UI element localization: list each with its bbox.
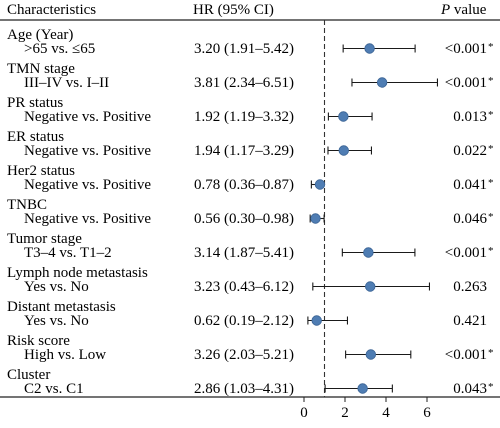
significance-star: * — [488, 143, 494, 155]
header-p-value: P value — [440, 2, 487, 18]
row-group-label: Risk score — [7, 333, 70, 349]
row-hr-ci: 0.62 (0.19–2.12) — [194, 313, 294, 329]
significance-star: * — [488, 177, 494, 189]
table-rows: Age (Year)>65 vs. ≤65 3.20 (1.91–5.42) <0.… — [7, 27, 494, 397]
row-hr-ci: 3.20 (1.91–5.42) — [194, 41, 294, 57]
row-comparison-label: Negative vs. Positive — [24, 177, 151, 193]
significance-star: * — [488, 347, 494, 359]
row-comparison-label: High vs. Low — [24, 347, 106, 363]
row-comparison-label: T3–4 vs. T1–2 — [24, 245, 112, 261]
row-p-value: 0.043 — [453, 381, 487, 397]
x-axis: 0 2 4 6 — [300, 397, 431, 421]
header-hr-ci: HR (95% CI) — [193, 2, 274, 18]
row-group-label: TNBC — [7, 197, 47, 213]
hr-point — [310, 213, 321, 224]
header-p-rest: value — [450, 2, 487, 18]
row-group-label: TMN stage — [7, 61, 75, 77]
row-p-value: 0.022 — [453, 143, 487, 159]
significance-star: * — [488, 245, 494, 257]
row-hr-ci: 0.56 (0.30–0.98) — [194, 211, 294, 227]
row-comparison-label: Yes vs. No — [24, 279, 89, 295]
row-p-value: <0.001 — [445, 245, 487, 261]
row-hr-ci: 3.14 (1.87–5.41) — [194, 245, 294, 261]
row-group-label: Distant metastasis — [7, 299, 116, 315]
x-tick-label: 0 — [300, 405, 308, 421]
row-p-value: <0.001 — [445, 75, 487, 91]
row-hr-ci: 0.78 (0.36–0.87) — [194, 177, 294, 193]
row-group-label: Her2 status — [7, 163, 75, 179]
forest-marks — [307, 20, 439, 397]
row-comparison-label: Negative vs. Positive — [24, 143, 151, 159]
row-group-label: ER status — [7, 129, 64, 145]
hr-point — [365, 349, 377, 360]
row-group-label: Age (Year) — [7, 27, 73, 43]
row-hr-ci: 1.94 (1.17–3.29) — [194, 143, 294, 159]
row-group-label: PR status — [7, 95, 63, 111]
significance-star: * — [488, 211, 494, 223]
hr-point — [338, 111, 349, 122]
significance-star: * — [488, 41, 494, 53]
row-group-label: Cluster — [7, 367, 50, 383]
header-characteristics: Characteristics — [7, 2, 96, 18]
significance-star: * — [488, 381, 494, 393]
significance-star: * — [488, 109, 494, 121]
hr-point — [376, 77, 388, 88]
row-p-value: 0.046 — [453, 211, 487, 227]
row-p-value: <0.001 — [445, 347, 487, 363]
row-p-value: 0.013 — [453, 109, 487, 125]
hr-point — [365, 281, 376, 292]
row-hr-ci: 1.92 (1.19–3.32) — [194, 109, 294, 125]
x-tick-label: 6 — [423, 405, 431, 421]
row-group-label: Lymph node metastasis — [7, 265, 148, 281]
row-hr-ci: 2.86 (1.03–4.31) — [194, 381, 294, 397]
significance-star: * — [488, 75, 494, 87]
row-group-label: Tumor stage — [7, 231, 82, 247]
row-hr-ci: 3.26 (2.03–5.21) — [194, 347, 294, 363]
row-p-value: 0.041 — [453, 177, 487, 193]
header-p-letter: P — [440, 2, 450, 18]
row-comparison-label: Negative vs. Positive — [24, 211, 151, 227]
hr-point — [314, 179, 326, 190]
hr-point — [364, 43, 375, 54]
row-p-value: 0.421 — [453, 313, 487, 329]
row-comparison-label: Negative vs. Positive — [24, 109, 151, 125]
row-comparison-label: >65 vs. ≤65 — [24, 41, 95, 57]
hr-point — [311, 315, 322, 326]
x-tick-label: 4 — [382, 405, 390, 421]
hr-point — [357, 383, 368, 394]
row-comparison-label: C2 vs. C1 — [24, 381, 84, 397]
row-hr-ci: 3.81 (2.34–6.51) — [194, 75, 294, 91]
row-p-value: <0.001 — [445, 41, 487, 57]
row-comparison-label: Yes vs. No — [24, 313, 89, 329]
row-hr-ci: 3.23 (0.43–6.12) — [194, 279, 294, 295]
x-tick-label: 2 — [341, 405, 349, 421]
hr-point — [363, 247, 374, 258]
hr-point — [338, 145, 349, 156]
row-comparison-label: III–IV vs. I–II — [24, 75, 109, 91]
row-p-value: 0.263 — [453, 279, 487, 295]
